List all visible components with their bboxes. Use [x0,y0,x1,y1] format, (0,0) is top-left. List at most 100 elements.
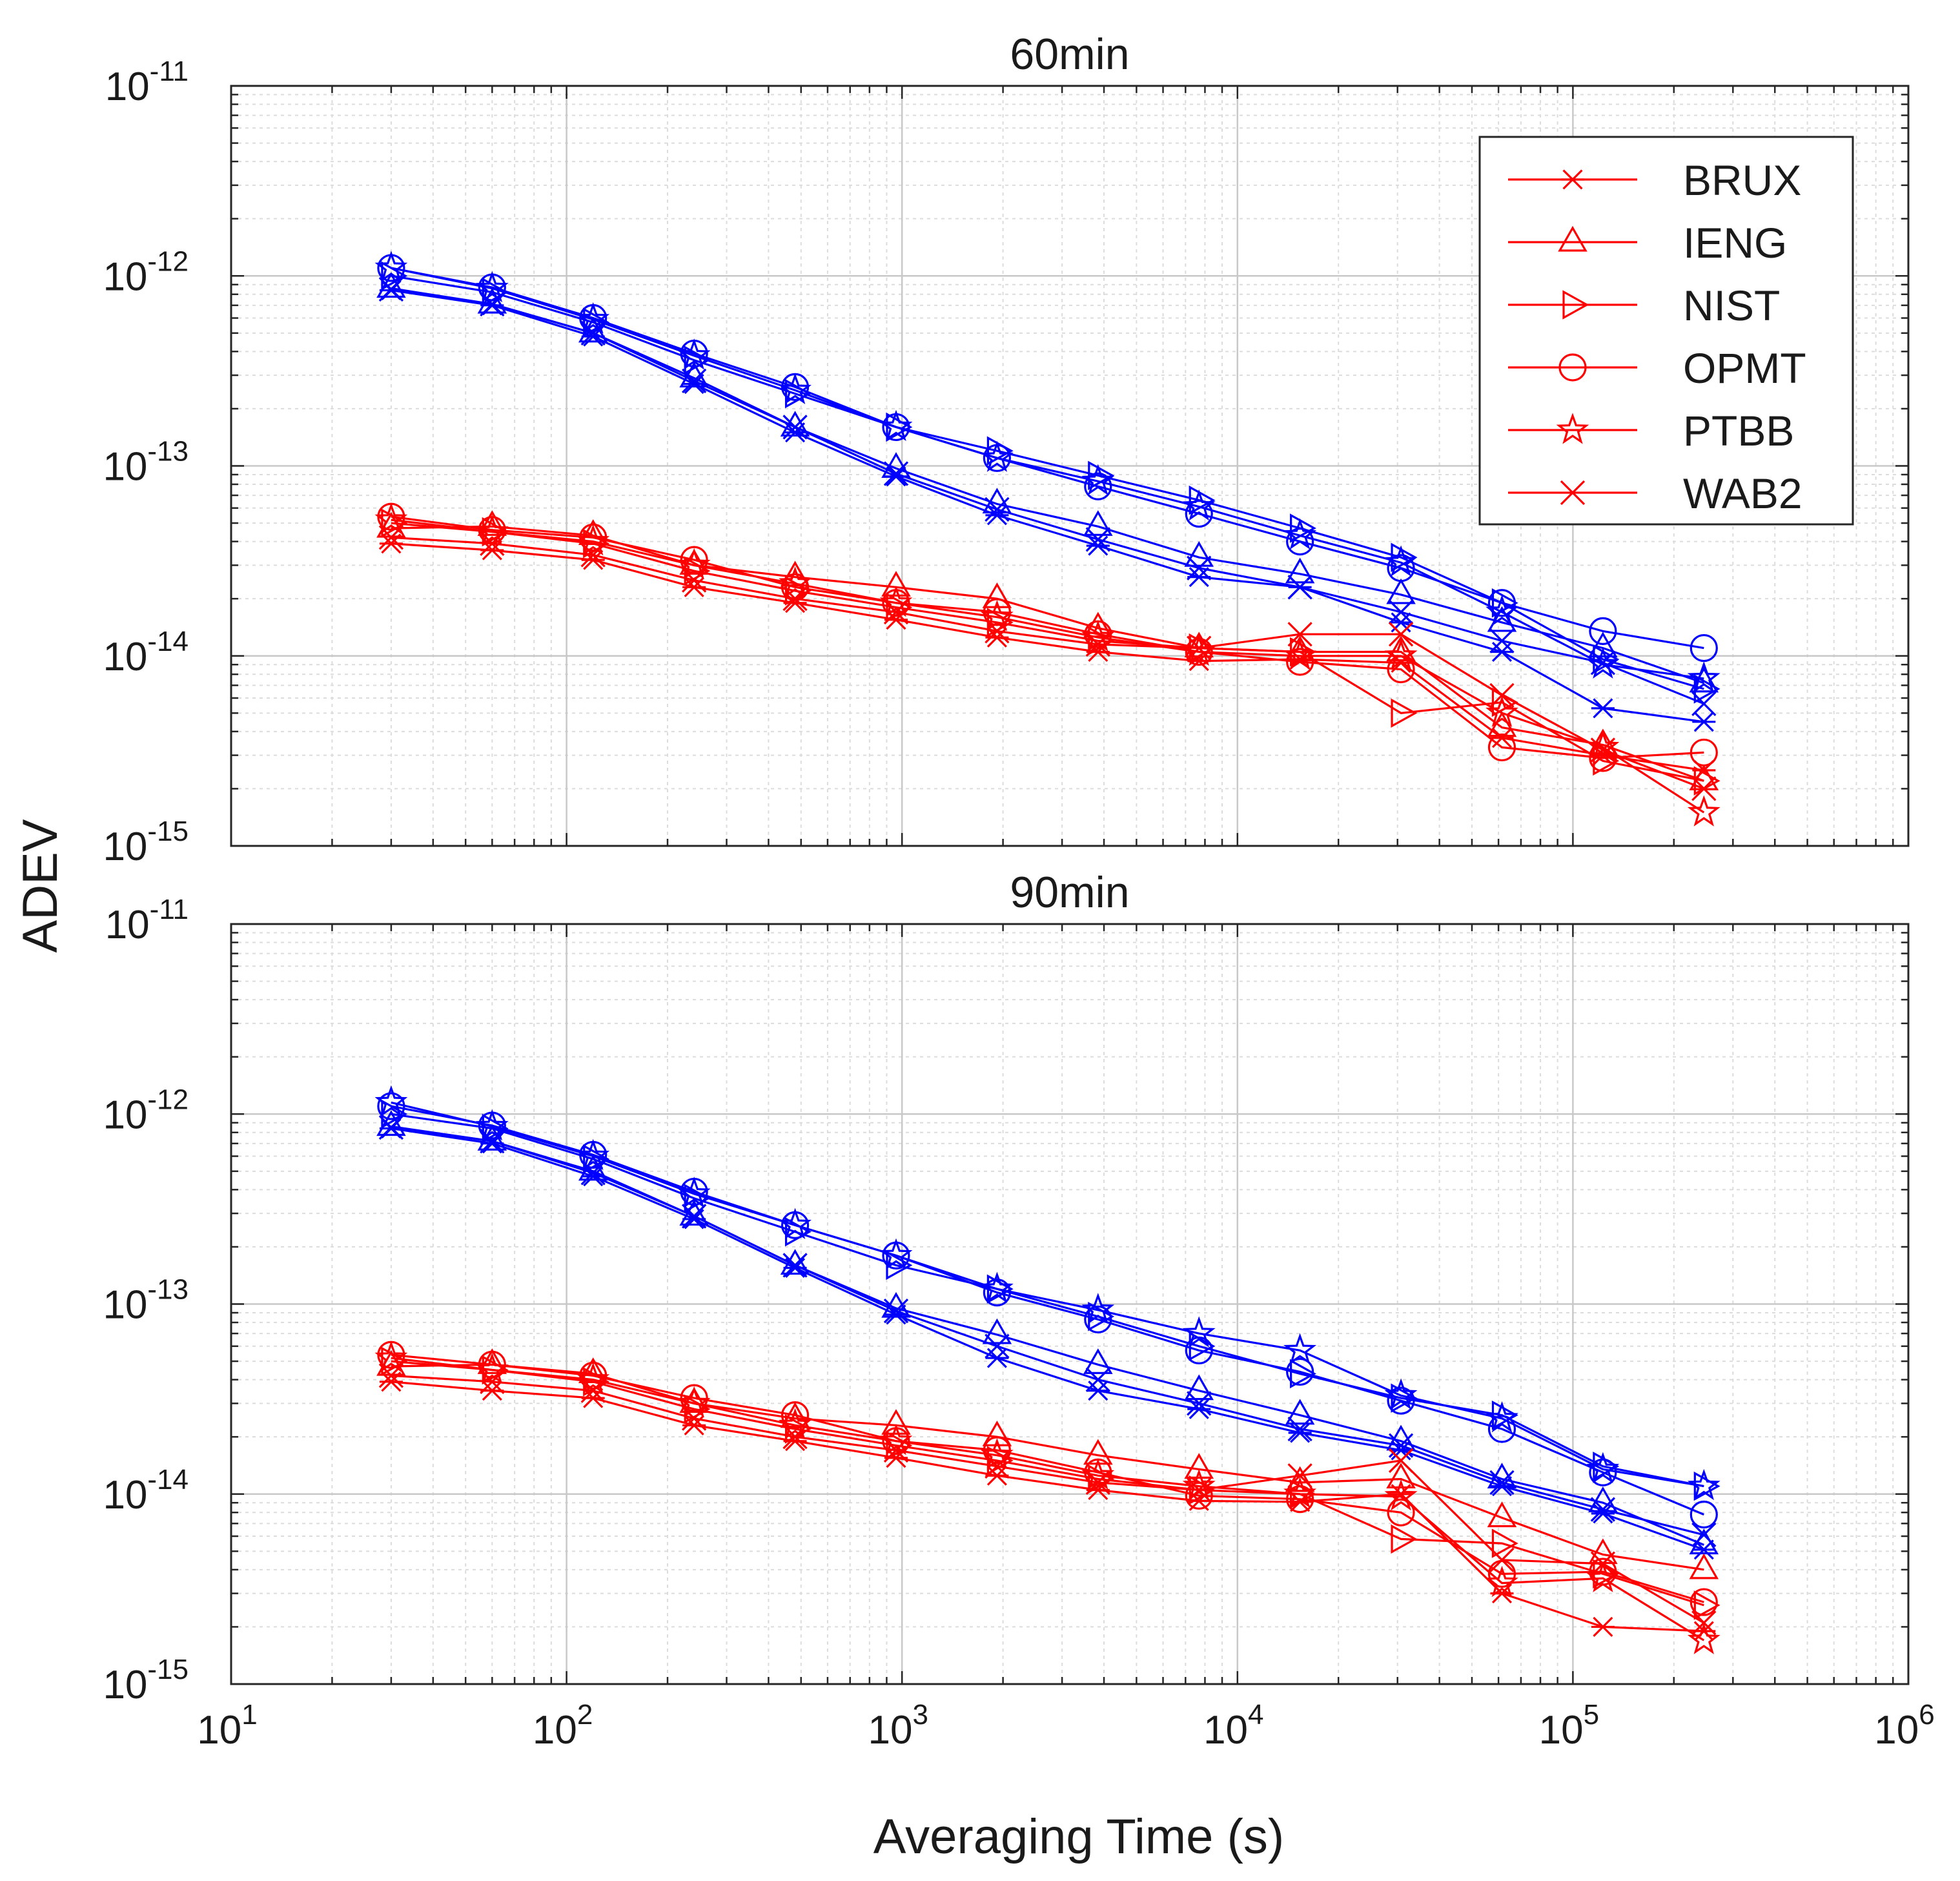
data-point [577,1138,610,1171]
legend-marker [1558,353,1587,382]
data-point [1182,1468,1216,1501]
data-point [1689,738,1718,767]
series-wab2-blue [378,1115,1717,1548]
series-opmt-blue [377,1092,1718,1529]
data-point [480,531,505,556]
data-point [374,1085,408,1117]
data-point [1184,1453,1214,1479]
y-tick-label-base: 10 [103,1473,147,1517]
data-point [1687,661,1720,693]
series-group [374,1085,1720,1654]
series-line [391,289,1704,723]
series-line [391,542,1704,772]
series-opmt-red [377,1341,1718,1616]
data-point [1589,617,1617,645]
data-point [1283,518,1317,550]
data-point [1387,1386,1415,1415]
data-point [1687,1468,1720,1501]
data-point [376,272,406,298]
legend-marker [1556,413,1589,444]
legend-marker [1562,290,1589,320]
series-line [391,1357,1705,1641]
data-point [1182,489,1216,521]
data-point [1283,639,1317,670]
x-tick-label-base: 10 [868,1708,912,1753]
x-tick-label-base: 10 [1539,1708,1584,1753]
data-point [1184,540,1214,567]
legend-marker [1558,225,1587,252]
series-line [391,1374,1705,1624]
series-line [391,274,1704,690]
data-point [1689,1553,1719,1579]
data-point [1590,737,1616,763]
data-point [378,276,404,302]
y-tick-label-base: 10 [103,254,147,299]
data-point [881,1409,911,1435]
x-tick-label-exponent: 5 [1584,1699,1599,1731]
series-line [391,288,1704,705]
data-point [985,619,1010,644]
series-line [391,267,1704,680]
x-tick-label: 102 [533,1699,593,1753]
y-tick-label-exponent: -12 [147,1084,189,1115]
data-point [578,1155,608,1181]
data-point [477,287,507,314]
x-tick-label-exponent: 4 [1248,1699,1263,1731]
x-tick-label: 103 [868,1699,928,1753]
x-tick-label-exponent: 3 [912,1699,928,1731]
data-point [782,586,808,612]
data-point [1386,1463,1416,1489]
panel-title: 90min [1010,868,1129,917]
data-point [374,1341,408,1372]
series-line [391,1353,1704,1603]
data-point [1489,683,1515,708]
data-point [1590,1497,1616,1522]
data-point [1691,1522,1717,1548]
y-tick-label: 10-13 [103,1274,189,1328]
data-point [677,338,711,370]
data-point [780,560,810,587]
data-point [1386,635,1416,662]
data-point [1487,1501,1517,1528]
data-point [779,1208,812,1240]
y-tick-label-base: 10 [103,1663,147,1707]
data-point [1081,1293,1115,1324]
series-group [374,251,1720,827]
y-tick-label: 10-11 [105,56,189,109]
legend-label: BRUX [1683,156,1801,204]
data-point [985,497,1010,522]
legend-label: OPMT [1683,344,1806,392]
data-point [1487,1415,1516,1443]
data-point [682,368,707,394]
data-point [577,524,610,556]
data-point [1689,1500,1718,1529]
data-point [883,1299,909,1324]
series-line [391,519,1705,814]
data-point [1489,1470,1515,1496]
x-tick-label: 106 [1874,1699,1934,1753]
data-point [1286,648,1314,676]
grid [231,924,1908,1684]
data-point [879,1238,913,1270]
data-point [1491,588,1518,618]
data-point [374,251,408,282]
series-ptbb-red [374,1341,1720,1654]
data-point [475,271,509,303]
data-point [881,452,911,478]
data-point [1687,795,1720,827]
data-point [378,525,404,550]
data-point [677,548,711,580]
data-point [1287,622,1312,647]
y-tick-label-exponent: -15 [147,1654,189,1685]
legend-label: WAB2 [1683,469,1802,517]
y-tick-label: 10-15 [103,816,189,869]
data-point [1182,1316,1216,1348]
data-point [1691,1610,1717,1636]
data-point [883,461,909,486]
data-point [1693,1590,1720,1620]
data-point [883,599,909,625]
series-line [391,1101,1704,1488]
y-tick-label-base: 10 [105,903,150,947]
data-point [580,1378,606,1403]
data-point [1489,1547,1515,1572]
